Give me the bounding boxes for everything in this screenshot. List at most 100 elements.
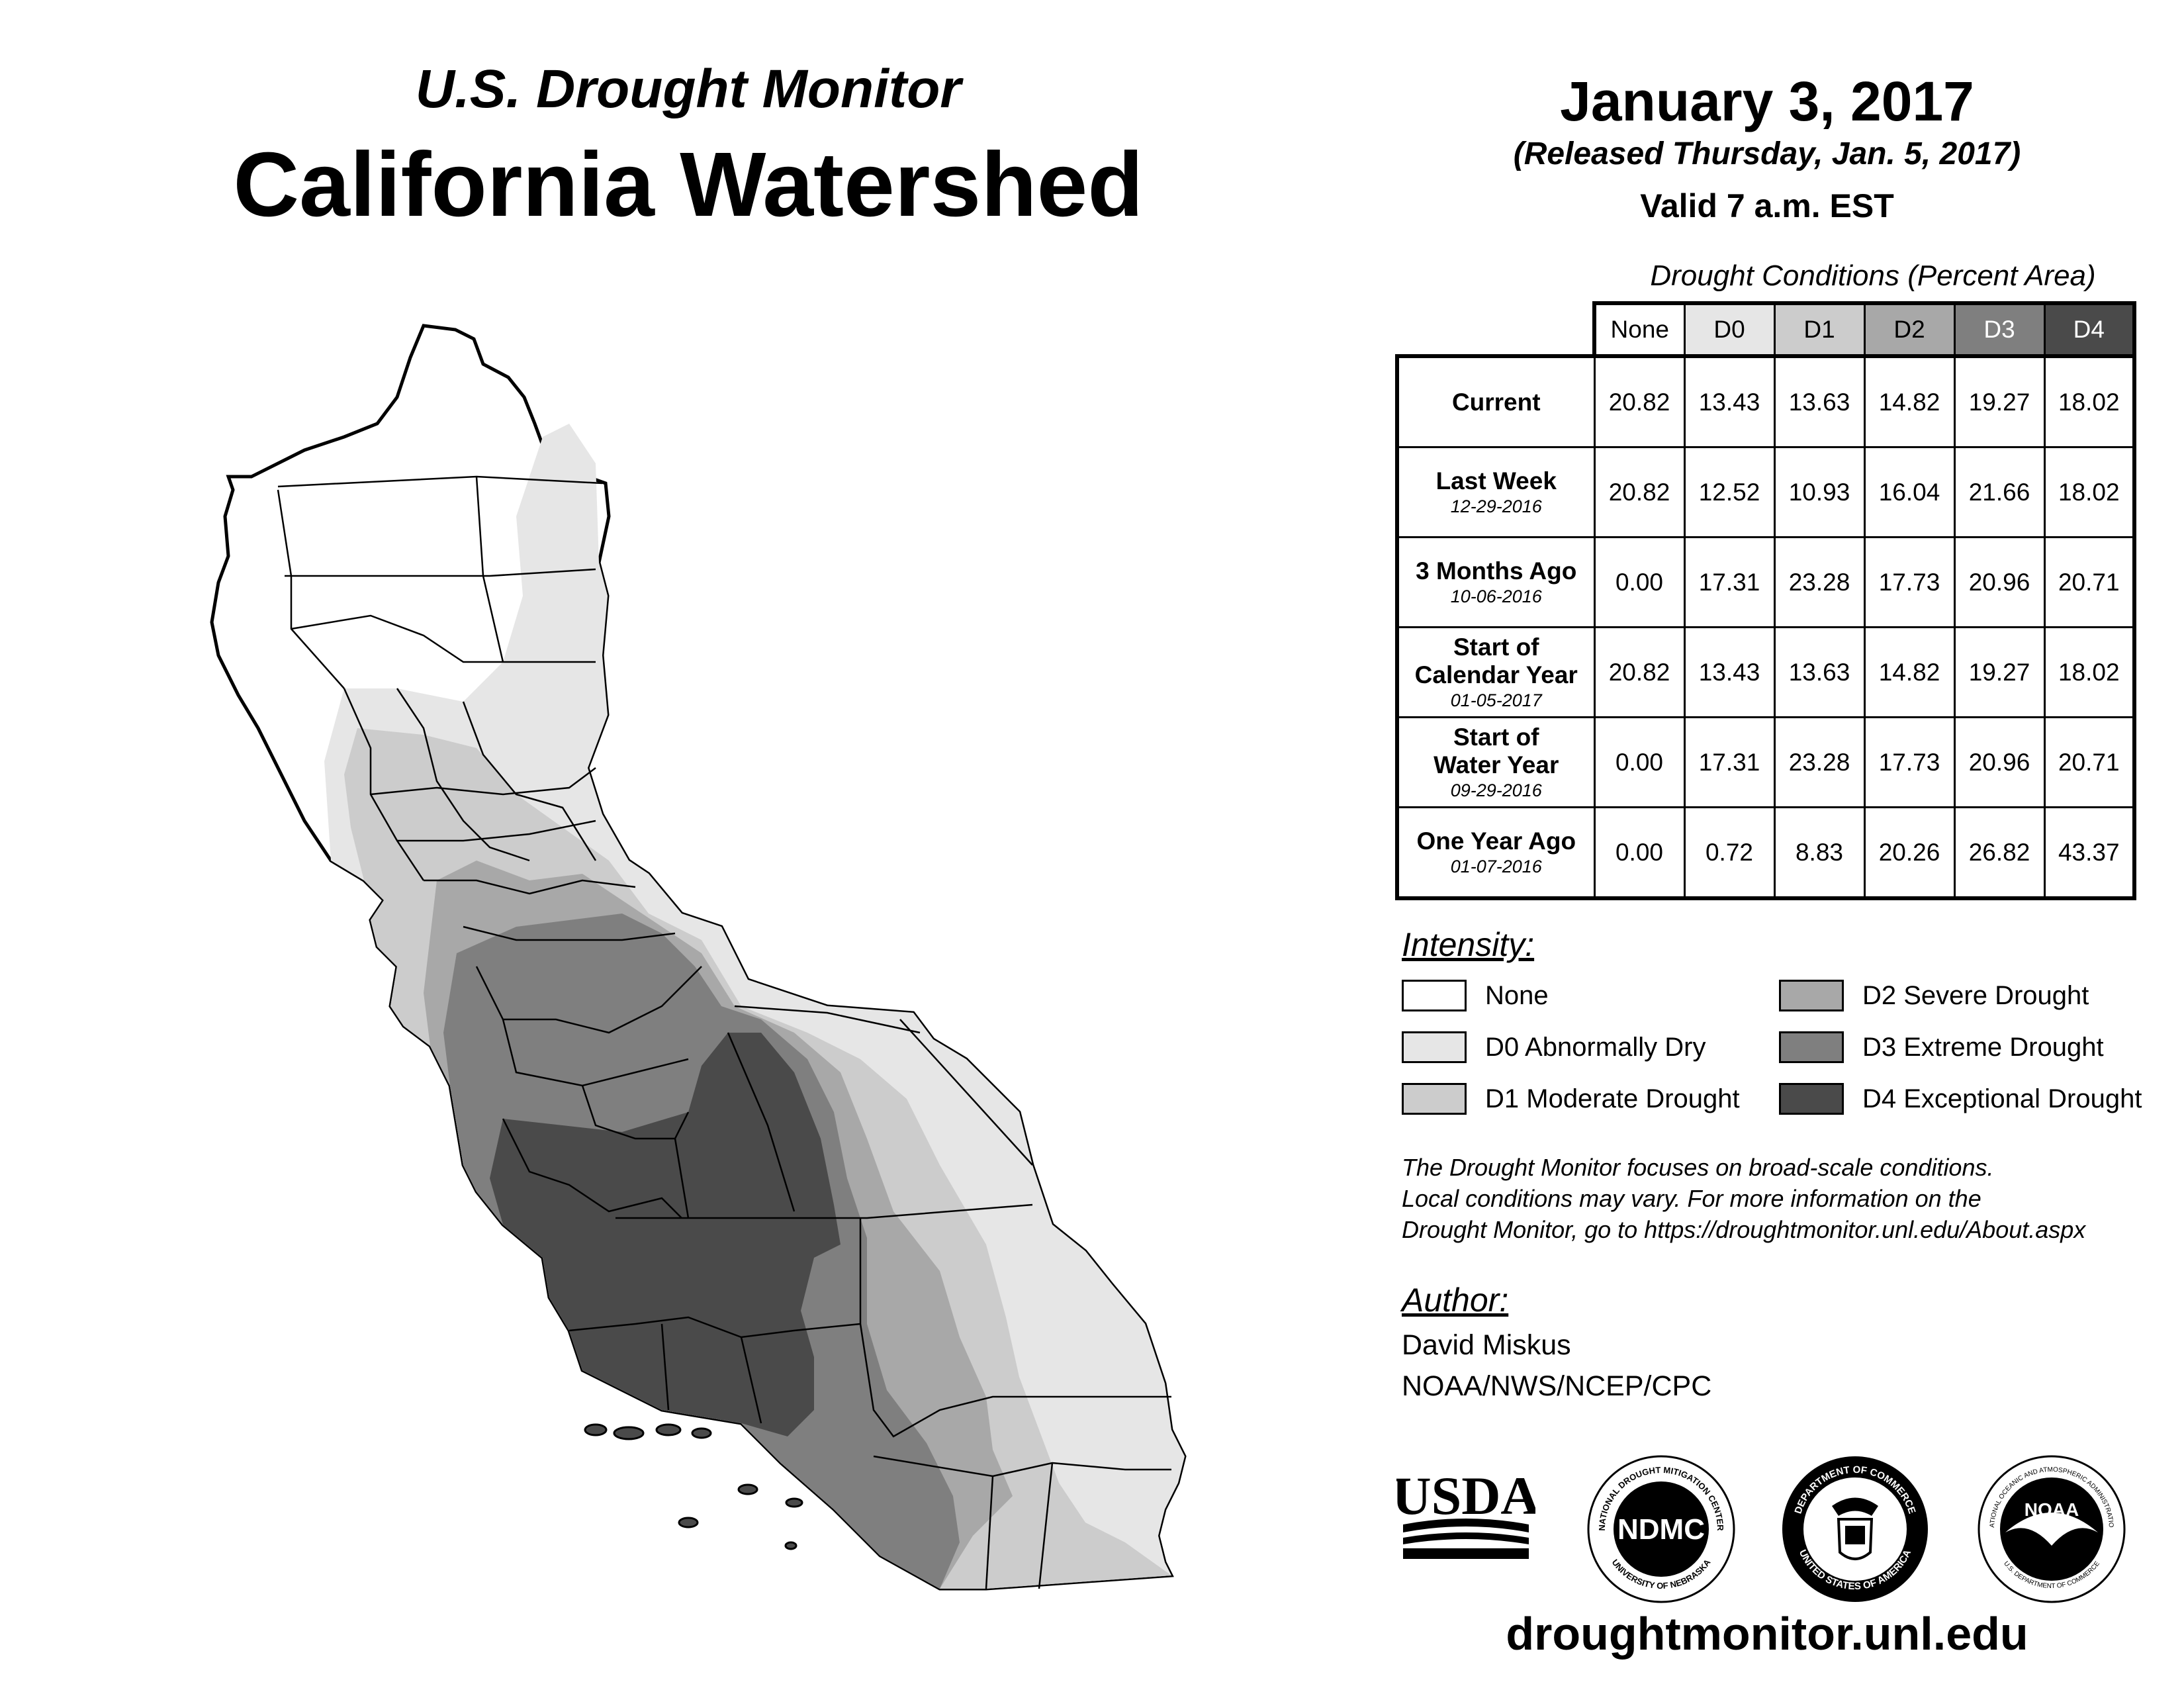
author-org: NOAA/NWS/NCEP/CPC bbox=[1402, 1370, 1712, 1402]
table-cell: 13.43 bbox=[1683, 626, 1776, 718]
drought-conditions-table: None D0 D1 D2 D3 D4 Current 20.82 13.43 … bbox=[1395, 301, 2136, 900]
row-label-text: Start of bbox=[1453, 723, 1539, 751]
noaa-logo: NATIONAL OCEANIC AND ATMOSPHERIC ADMINIS… bbox=[1976, 1453, 2126, 1603]
row-label: Start of Water Year 09-29-2016 bbox=[1395, 716, 1596, 808]
table-cell: 17.73 bbox=[1863, 716, 1956, 808]
table-cell: 14.82 bbox=[1863, 626, 1956, 718]
table-cell: 23.28 bbox=[1773, 716, 1866, 808]
table-cell: 0.00 bbox=[1593, 806, 1686, 900]
california-watershed-map bbox=[210, 324, 1187, 1591]
author-name: David Miskus bbox=[1402, 1329, 1571, 1361]
note-line: The Drought Monitor focuses on broad-sca… bbox=[1402, 1154, 1994, 1181]
conditions-caption: Drought Conditions (Percent Area) bbox=[1650, 259, 2096, 292]
map-title: California Watershed bbox=[233, 134, 1144, 236]
usda-logo-text: USDA bbox=[1396, 1466, 1535, 1526]
row-label: Start of Calendar Year 01-05-2017 bbox=[1395, 626, 1596, 718]
row-label-text: Last Week bbox=[1435, 467, 1557, 494]
legend-label: D3 Extreme Drought bbox=[1862, 1033, 2104, 1062]
table-cell: 16.04 bbox=[1863, 446, 1956, 538]
map-subtitle: U.S. Drought Monitor bbox=[415, 59, 962, 119]
column-header-none: None bbox=[1592, 301, 1686, 357]
row-date: 01-05-2017 bbox=[1450, 690, 1542, 710]
table-cell: 0.00 bbox=[1593, 716, 1686, 808]
table-cell: 20.96 bbox=[1953, 716, 2046, 808]
legend-swatch bbox=[1779, 980, 1844, 1011]
map-date: January 3, 2017 bbox=[1560, 70, 1974, 132]
column-header-d0: D0 bbox=[1683, 301, 1776, 357]
table-cell: 20.82 bbox=[1593, 354, 1686, 448]
row-label-text: Current bbox=[1451, 388, 1541, 416]
note-line: Drought Monitor, go to https://droughtmo… bbox=[1402, 1216, 2086, 1243]
seagull-icon bbox=[2005, 1513, 2098, 1546]
row-date: 10-06-2016 bbox=[1450, 586, 1542, 606]
legend-label: D2 Severe Drought bbox=[1862, 981, 2089, 1010]
channel-islands bbox=[584, 1423, 803, 1550]
legend-swatch bbox=[1402, 980, 1467, 1011]
row-label-text-2: Water Year bbox=[1433, 751, 1559, 778]
noaa-logo-text: NOAA bbox=[2025, 1499, 2079, 1520]
table-cell: 0.00 bbox=[1593, 536, 1686, 628]
doc-seal-logo: DEPARTMENT OF COMMERCE UNITED STATES OF … bbox=[1782, 1456, 1928, 1602]
shield-icon bbox=[1837, 1518, 1874, 1560]
column-header-d1: D1 bbox=[1773, 301, 1866, 357]
table-cell: 20.26 bbox=[1863, 806, 1956, 900]
column-header-d2: D2 bbox=[1863, 301, 1956, 357]
row-label: Last Week 12-29-2016 bbox=[1395, 446, 1596, 538]
valid-time: Valid 7 a.m. EST bbox=[1640, 187, 1894, 224]
usda-logo: USDA bbox=[1396, 1466, 1535, 1559]
legend-swatch bbox=[1779, 1083, 1844, 1115]
eagle-icon bbox=[1832, 1497, 1878, 1516]
table-cell: 18.02 bbox=[2043, 626, 2136, 718]
table-cell: 17.31 bbox=[1683, 716, 1776, 808]
ndmc-logo: NATIONAL DROUGHT MITIGATION CENTER UNIVE… bbox=[1587, 1455, 1735, 1603]
table-cell: 20.71 bbox=[2043, 536, 2136, 628]
table-header-row: None D0 D1 D2 D3 D4 bbox=[1397, 301, 2136, 358]
table-cell: 21.66 bbox=[1953, 446, 2046, 538]
table-cell: 20.82 bbox=[1593, 446, 1686, 538]
legend-swatch bbox=[1779, 1031, 1844, 1063]
table-cell: 18.02 bbox=[2043, 446, 2136, 538]
website-url[interactable]: droughtmonitor.unl.edu bbox=[1506, 1608, 2028, 1660]
legend-swatch bbox=[1402, 1083, 1467, 1115]
table-cell: 0.72 bbox=[1683, 806, 1776, 900]
row-label: Current bbox=[1395, 354, 1596, 448]
table-cell: 26.82 bbox=[1953, 806, 2046, 900]
release-date: (Released Thursday, Jan. 5, 2017) bbox=[1513, 136, 2021, 171]
author-heading: Author: bbox=[1402, 1282, 1509, 1319]
table-cell: 19.27 bbox=[1953, 354, 2046, 448]
table-row: Last Week 12-29-2016 20.82 12.52 10.93 16… bbox=[1395, 446, 2136, 538]
column-header-d4: D4 bbox=[2043, 301, 2136, 357]
row-date: 09-29-2016 bbox=[1450, 780, 1542, 800]
watershed-boundaries bbox=[277, 475, 1171, 1589]
table-cell: 13.43 bbox=[1683, 354, 1776, 448]
column-header-d3: D3 bbox=[1953, 301, 2046, 357]
table-cell: 17.31 bbox=[1683, 536, 1776, 628]
row-label-text: 3 Months Ago bbox=[1416, 557, 1577, 585]
legend-label: D4 Exceptional Drought bbox=[1862, 1084, 2142, 1113]
row-label: 3 Months Ago 10-06-2016 bbox=[1395, 536, 1596, 628]
table-row: 3 Months Ago 10-06-2016 0.00 17.31 23.28 … bbox=[1395, 536, 2136, 628]
table-cell: 23.28 bbox=[1773, 536, 1866, 628]
row-date: 01-07-2016 bbox=[1450, 856, 1542, 876]
table-cell: 13.63 bbox=[1773, 626, 1866, 718]
row-label-text: Start of bbox=[1453, 633, 1539, 661]
row-label-text: One Year Ago bbox=[1416, 827, 1576, 855]
table-cell: 10.93 bbox=[1773, 446, 1866, 538]
table-cell: 43.37 bbox=[2043, 806, 2136, 900]
row-date: 12-29-2016 bbox=[1450, 496, 1542, 516]
legend-label: D0 Abnormally Dry bbox=[1485, 1033, 1706, 1062]
table-cell: 18.02 bbox=[2043, 354, 2136, 448]
table-cell: 14.82 bbox=[1863, 354, 1956, 448]
table-cell: 20.96 bbox=[1953, 536, 2046, 628]
ndmc-logo-text: NDMC bbox=[1617, 1513, 1705, 1546]
table-cell: 12.52 bbox=[1683, 446, 1776, 538]
table-cell: 17.73 bbox=[1863, 536, 1956, 628]
disclaimer-note: The Drought Monitor focuses on broad-sca… bbox=[1402, 1152, 2169, 1245]
table-row: Start of Calendar Year 01-05-2017 20.82 13… bbox=[1395, 626, 2136, 718]
table-cell: 20.71 bbox=[2043, 716, 2136, 808]
table-cell: 13.63 bbox=[1773, 354, 1866, 448]
table-row: Current 20.82 13.43 13.63 14.82 19.27 18… bbox=[1395, 354, 2136, 448]
legend-swatch bbox=[1402, 1031, 1467, 1063]
table-row: Start of Water Year 09-29-2016 0.00 17.31 … bbox=[1395, 716, 2136, 808]
table-corner bbox=[1397, 303, 1594, 358]
